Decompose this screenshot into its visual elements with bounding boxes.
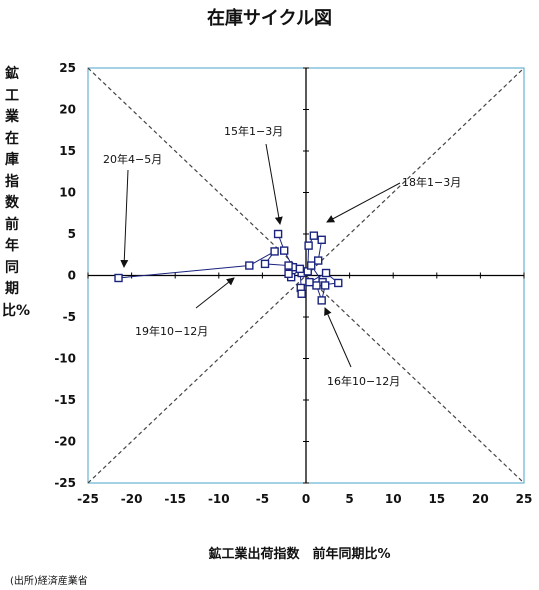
data-point-marker	[321, 268, 331, 278]
y-tick-label: 25	[59, 61, 76, 75]
data-point-marker	[270, 247, 279, 256]
data-point-marker	[260, 259, 270, 269]
x-tick-label: 20	[472, 492, 489, 506]
chart-title: 在庫サイクル図	[206, 8, 333, 29]
annotation-arrow	[120, 169, 129, 268]
x-tick-label: -10	[208, 492, 230, 506]
diagonal-line-positive	[87, 67, 525, 484]
data-point-marker	[307, 261, 316, 270]
y-tick-label: 10	[59, 186, 76, 200]
data-point-marker	[245, 261, 254, 270]
annotation-arrow	[195, 277, 235, 309]
source-note: (出所)経済産業省	[10, 576, 88, 587]
annotation-label: 15年1−3月	[224, 124, 283, 138]
x-tick-label: -15	[164, 492, 186, 506]
data-point-marker	[304, 241, 313, 250]
data-point-marker	[309, 231, 319, 240]
annotation-label: 19年10−12月	[135, 324, 208, 338]
y-tick-label: -15	[54, 393, 76, 407]
y-tick-label: -5	[63, 310, 76, 324]
x-tick-label: 25	[516, 492, 533, 506]
x-tick-label: 10	[385, 492, 402, 506]
data-point-marker	[297, 289, 306, 298]
data-point-marker	[334, 278, 343, 288]
data-point-marker	[295, 264, 305, 274]
diagonal-line-negative	[87, 67, 525, 484]
x-tick-label: -5	[256, 492, 269, 506]
y-tick-label: -20	[54, 435, 76, 449]
data-point-marker	[320, 281, 330, 290]
x-tick-label: 5	[345, 492, 353, 506]
data-point-marker	[284, 269, 293, 279]
annotation-label: 18年1−3月	[402, 175, 461, 189]
x-tick-label: 15	[428, 492, 445, 506]
data-point-marker	[317, 235, 326, 245]
x-tick-label: 0	[302, 492, 310, 506]
annotation-label: 20年4−5月	[103, 152, 162, 166]
plot-area: -25 -20 -15 -10 -5 0 5 10 15 20 25 -25 -20 -15 -10 -5 0 5…	[54, 61, 533, 506]
y-tick-label: 20	[59, 103, 76, 117]
annotation-label: 16年10−12月	[327, 374, 400, 388]
x-tick-label: -25	[77, 492, 99, 506]
data-point-marker	[273, 229, 283, 239]
y-tick-label: -10	[54, 352, 76, 366]
annotation-arrow	[326, 182, 401, 223]
y-tick-label: -25	[54, 476, 76, 490]
data-point-marker	[312, 281, 321, 290]
data-point-marker	[314, 256, 323, 265]
x-axis-label: 鉱工業出荷指数 前年同期比%	[208, 547, 391, 562]
data-point-marker	[280, 246, 289, 255]
x-tick-label: -20	[121, 492, 143, 506]
data-point-marker	[305, 277, 314, 287]
y-tick-label: 5	[68, 227, 76, 241]
data-point-marker	[114, 273, 123, 283]
annotation-arrow	[265, 143, 283, 225]
data-point-marker	[284, 261, 293, 270]
annotation-arrow	[324, 307, 352, 368]
y-tick-label: 0	[68, 269, 76, 283]
y-tick-label: 15	[59, 144, 76, 158]
data-point-marker	[317, 296, 326, 305]
